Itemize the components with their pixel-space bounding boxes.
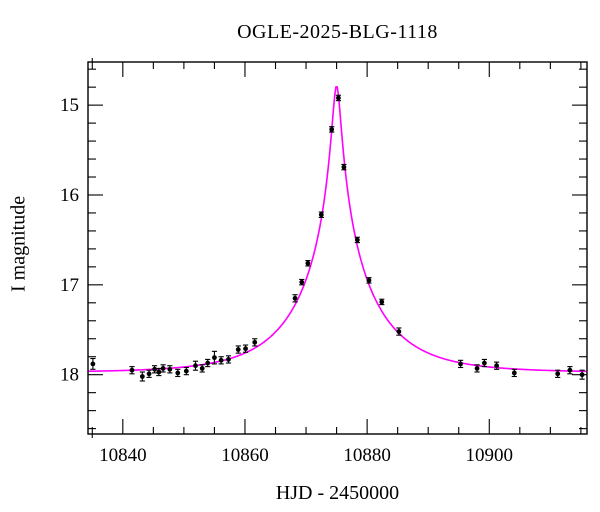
y-tick-label: 16	[60, 185, 79, 206]
data-point	[396, 329, 402, 334]
x-tick-label: 10840	[99, 445, 147, 466]
data-point	[243, 346, 248, 352]
data-point	[226, 357, 231, 362]
data-point	[199, 366, 205, 371]
data-point	[567, 367, 573, 373]
x-tick-label: 10900	[466, 445, 514, 466]
data-point	[458, 361, 463, 367]
data-point	[235, 347, 241, 352]
data-point	[292, 295, 298, 301]
data-point	[305, 260, 311, 266]
y-tick-label: 17	[60, 275, 79, 296]
data-point	[474, 366, 480, 371]
data-point	[160, 366, 166, 371]
x-axis-label: HJD - 2450000	[275, 482, 400, 504]
data-point	[90, 361, 96, 367]
data-point	[152, 366, 157, 372]
x-tick-label: 10880	[343, 445, 391, 466]
data-point	[511, 370, 517, 376]
model-curve	[87, 86, 587, 373]
data-point	[481, 360, 487, 366]
data-point	[336, 95, 341, 101]
data-point	[494, 363, 500, 369]
data-point	[354, 237, 360, 243]
data-point	[329, 126, 335, 132]
plot-frame	[87, 61, 588, 435]
data-point	[167, 366, 173, 372]
data-point	[555, 371, 561, 377]
data-point	[212, 355, 217, 361]
y-tick-label: 15	[60, 95, 79, 116]
chart-title: OGLE-2025-BLG-1118	[237, 21, 438, 43]
data-point	[175, 370, 181, 376]
data-point	[341, 164, 347, 170]
data-point	[252, 339, 258, 345]
data-point	[218, 357, 224, 363]
data-point	[156, 369, 162, 375]
data-point	[318, 212, 324, 218]
data-point	[139, 374, 145, 379]
data-point	[366, 277, 372, 283]
x-tick-label: 10860	[221, 445, 269, 466]
data-point	[183, 368, 189, 374]
data-point	[146, 371, 152, 377]
data-point	[299, 279, 305, 285]
y-tick-label: 18	[60, 365, 79, 386]
data-point	[129, 367, 135, 373]
data-point	[193, 363, 198, 369]
data-point	[379, 299, 385, 305]
data-point	[205, 360, 211, 366]
